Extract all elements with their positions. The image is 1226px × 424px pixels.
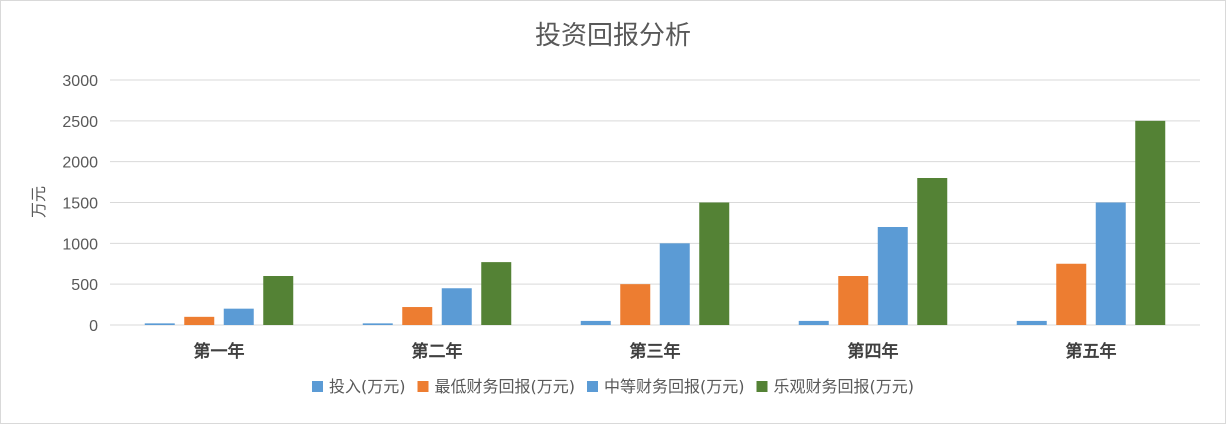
bar — [1135, 120, 1166, 325]
legend-label: 最低财务回报(万元) — [435, 377, 576, 396]
legend: 投入(万元) 最低财务回报(万元) 中等财务回报(万元) 乐观财务回报(万元) — [312, 377, 914, 396]
y-tick-label: 1500 — [62, 196, 98, 213]
bar — [1016, 320, 1047, 325]
y-axis-ticks: 0 500 1000 1500 2000 2500 3000 — [62, 73, 98, 335]
bars — [144, 120, 1166, 325]
bar — [838, 276, 869, 325]
chart-title: 投资回报分析 — [535, 21, 691, 51]
bar — [481, 262, 512, 325]
bar — [917, 178, 948, 325]
bar — [699, 202, 730, 325]
y-tick-label: 1000 — [62, 236, 98, 253]
y-tick-label: 2000 — [62, 155, 98, 172]
bar — [144, 323, 175, 325]
bar — [1095, 202, 1126, 325]
legend-label: 乐观财务回报(万元) — [774, 377, 915, 396]
bar — [184, 316, 215, 325]
bar — [620, 284, 651, 325]
legend-swatch — [756, 381, 768, 392]
x-tick-label: 第二年 — [412, 341, 463, 362]
x-tick-label: 第一年 — [194, 341, 245, 362]
x-tick-label: 第四年 — [848, 341, 899, 362]
legend-swatch — [417, 381, 429, 392]
y-tick-label: 3000 — [62, 73, 98, 90]
bar — [580, 320, 611, 325]
y-tick-label: 2500 — [62, 114, 98, 131]
legend-label: 中等财务回报(万元) — [604, 377, 745, 396]
y-tick-label: 500 — [71, 277, 98, 294]
x-axis-ticks: 第一年 第二年 第三年 第四年 第五年 — [194, 341, 1117, 362]
bar — [1056, 263, 1087, 325]
legend-swatch — [587, 381, 598, 392]
bar — [798, 320, 829, 325]
legend-label: 投入(万元) — [329, 377, 406, 396]
bar — [263, 276, 294, 325]
bar — [877, 227, 908, 325]
bar — [362, 323, 393, 325]
bar — [402, 307, 433, 325]
y-axis-label: 万元 — [29, 186, 48, 218]
bar — [223, 308, 254, 325]
x-tick-label: 第三年 — [630, 341, 681, 362]
bar — [441, 288, 472, 325]
bar — [659, 243, 690, 325]
y-tick-label: 0 — [89, 318, 98, 335]
legend-swatch — [312, 381, 323, 392]
x-tick-label: 第五年 — [1066, 341, 1117, 362]
